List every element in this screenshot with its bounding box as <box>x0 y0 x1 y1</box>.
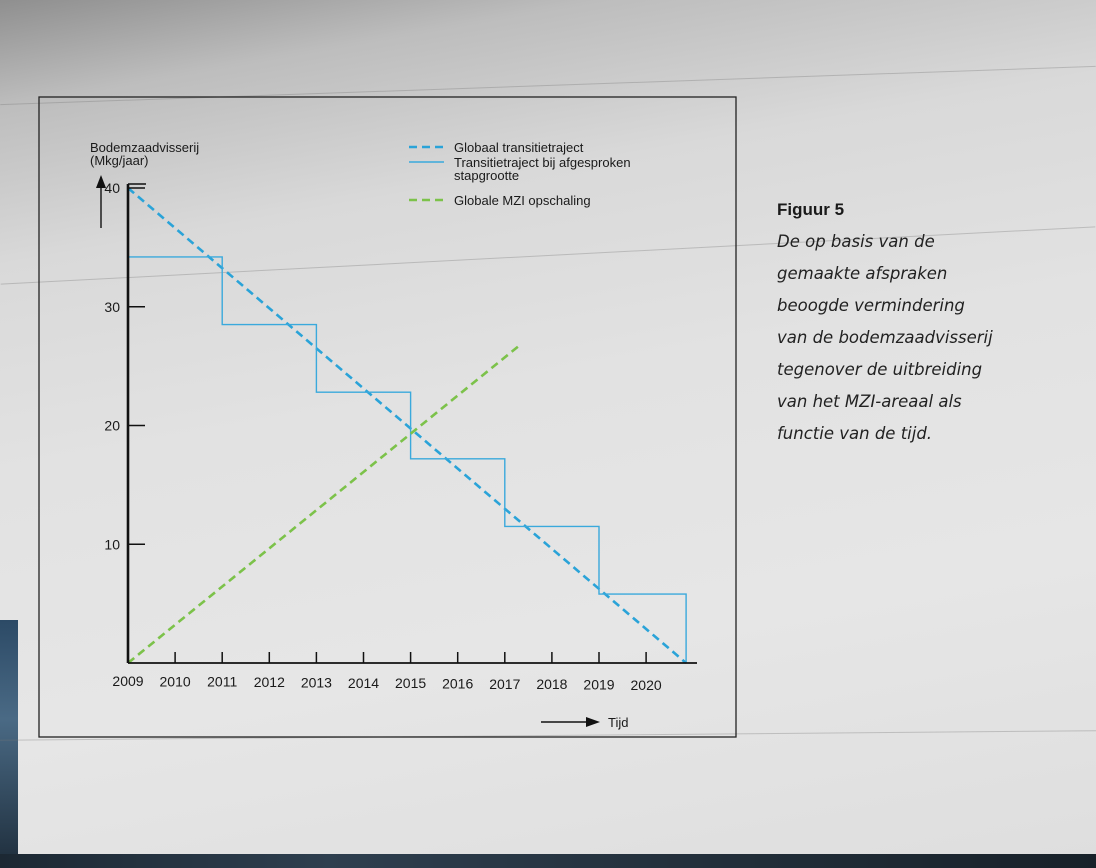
caption-line: gemaakte afspraken <box>777 258 1077 290</box>
y-tick-label: 30 <box>104 299 120 315</box>
x-tick-label: 2018 <box>536 676 567 692</box>
chart-frame <box>39 97 736 737</box>
legend-label: Globale MZI opschaling <box>454 193 591 208</box>
x-tick-label: 2013 <box>301 674 332 690</box>
caption-line: tegenover de uitbreiding <box>777 354 1077 386</box>
figure-caption: Figuur 5 De op basis van de gemaakte afs… <box>777 200 1077 450</box>
x-tick-label: 2010 <box>160 673 191 689</box>
stepped-trajectory-line <box>128 257 686 663</box>
figure-title: Figuur 5 <box>777 200 1077 220</box>
y-tick-label: 40 <box>104 180 120 196</box>
caption-line: van de bodemzaadvisserij <box>777 322 1077 354</box>
y-axis-unit: (Mkg/jaar) <box>90 153 149 168</box>
x-tick-label: 2012 <box>254 674 285 690</box>
caption-line: De op basis van de <box>777 226 1077 258</box>
global-trajectory-line <box>128 188 686 663</box>
x-axis-title: Tijd <box>608 715 628 730</box>
caption-line: functie van de tijd. <box>777 418 1077 450</box>
legend: Globaal transitietrajectTransitietraject… <box>409 140 631 208</box>
x-tick-label: 2020 <box>631 677 662 693</box>
x-tick-label: 2015 <box>395 675 426 691</box>
figure-description: De op basis van de gemaakte afspraken be… <box>777 226 1077 450</box>
y-tick-label: 10 <box>104 536 120 552</box>
plot-area <box>128 188 686 663</box>
x-axis-arrow-head <box>586 717 600 727</box>
x-tick-label: 2011 <box>207 674 237 690</box>
x-tick-label: 2009 <box>112 673 143 689</box>
legend-label: stapgrootte <box>454 168 519 183</box>
mzi-scaling-line <box>128 346 519 663</box>
caption-line: van het MZI-areaal als <box>777 386 1077 418</box>
caption-line: beoogde vermindering <box>777 290 1077 322</box>
legend-label: Globaal transitietraject <box>454 140 584 155</box>
x-tick-label: 2017 <box>489 676 520 692</box>
x-tick-label: 2014 <box>348 675 379 691</box>
x-tick-label: 2016 <box>442 675 473 691</box>
x-tick-label: 2019 <box>583 677 614 693</box>
y-tick-label: 20 <box>104 418 120 434</box>
axis-labels: Bodemzaadvisserij(Mkg/jaar)Tijd <box>90 140 628 730</box>
